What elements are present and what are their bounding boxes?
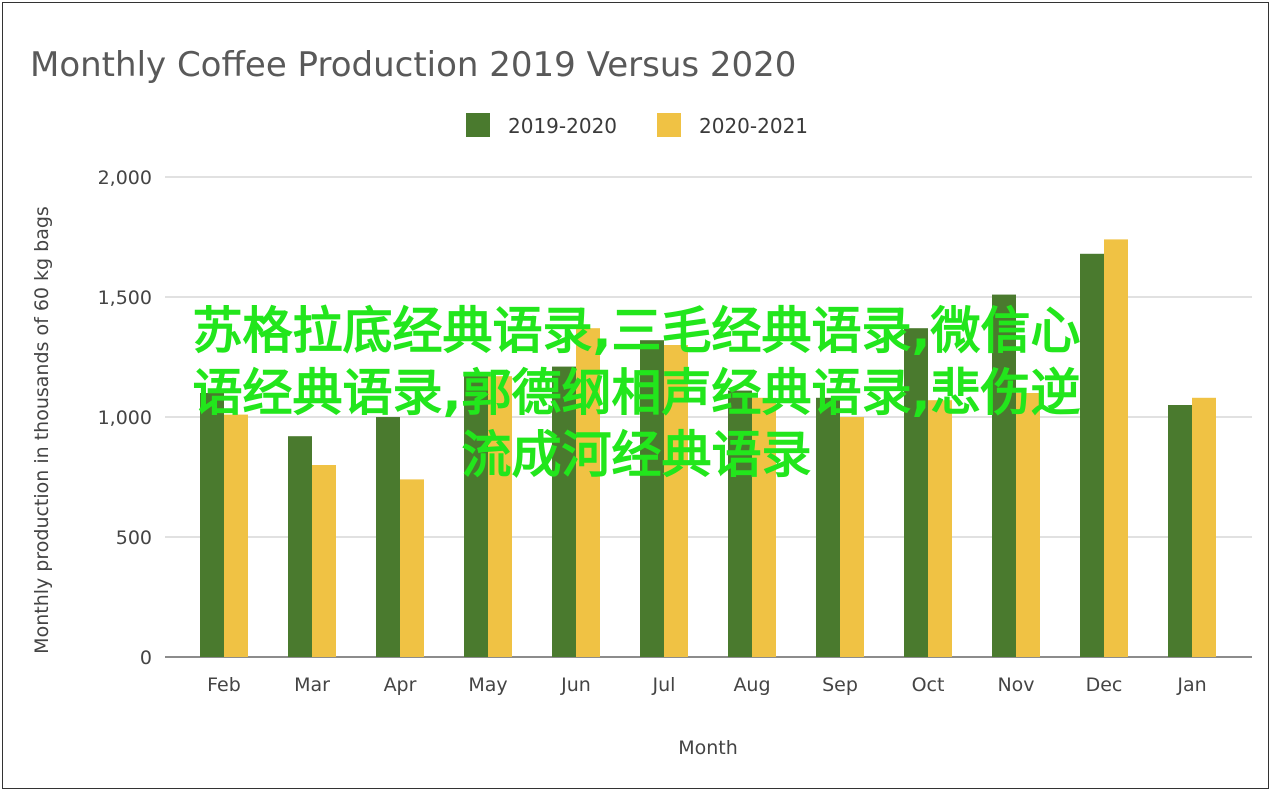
- bar-2019-2020-Feb: [200, 393, 224, 657]
- x-tick-label: Aug: [733, 674, 770, 696]
- chart-title: Monthly Coffee Production 2019 Versus 20…: [30, 45, 796, 85]
- bar-2019-2020-Apr: [376, 417, 400, 657]
- bar-2020-2021-Dec: [1104, 239, 1128, 657]
- bar-2020-2021-Nov: [1016, 393, 1040, 657]
- bar-2020-2021-Aug: [752, 397, 776, 657]
- y-tick-label: 2,000: [98, 167, 152, 189]
- bar-2019-2020-May: [464, 376, 488, 657]
- bar-2020-2021-Mar: [312, 465, 336, 657]
- bar-2020-2021-Feb: [224, 414, 248, 657]
- bar-2019-2020-Jan: [1168, 405, 1192, 657]
- y-tick-label: 500: [116, 527, 152, 549]
- legend-label: 2019-2020: [508, 114, 617, 138]
- bar-2019-2020-Dec: [1080, 253, 1104, 658]
- y-axis-title: Monthly production in thousands of 60 kg…: [31, 206, 53, 654]
- y-tick-label: 1,500: [98, 287, 152, 309]
- x-tick-label: Feb: [207, 674, 241, 696]
- bar-2020-2021-Oct: [928, 400, 952, 657]
- x-tick-label: Sep: [822, 674, 858, 696]
- legend-swatch: [657, 113, 681, 137]
- bar-2020-2021-Jun: [576, 328, 600, 657]
- x-tick-label: Mar: [294, 674, 330, 696]
- y-tick-label: 1,000: [98, 407, 152, 429]
- bar-2020-2021-May: [488, 376, 512, 657]
- y-axis-ticks: 0 500 1,000 1,500 2,000: [98, 167, 152, 669]
- legend: 2019-2020 2020-2021: [466, 113, 808, 138]
- x-tick-label: Jun: [560, 674, 591, 696]
- x-tick-label: Jul: [652, 674, 676, 696]
- x-tick-label: Oct: [912, 674, 945, 696]
- bar-2019-2020-Aug: [728, 390, 752, 657]
- x-tick-label: May: [468, 674, 507, 696]
- bar-2019-2020-Jul: [640, 340, 664, 657]
- y-tick-label: 0: [140, 647, 152, 669]
- x-tick-label: Apr: [384, 674, 417, 696]
- bar-2020-2021-Sep: [840, 417, 864, 657]
- bar-2020-2021-Jan: [1192, 397, 1216, 657]
- bar-2020-2021-Jul: [664, 345, 688, 657]
- x-axis-title: Month: [678, 737, 738, 759]
- bars: [200, 239, 1216, 658]
- bar-2019-2020-Nov: [992, 294, 1016, 657]
- bar-2019-2020-Jun: [552, 366, 576, 657]
- x-tick-label: Dec: [1086, 674, 1123, 696]
- x-axis-ticks: Feb Mar Apr May Jun Jul Aug Sep Oct Nov Dec Jan: [207, 674, 1206, 696]
- bar-2019-2020-Oct: [904, 328, 928, 657]
- bar-2020-2021-Apr: [400, 479, 424, 657]
- gridlines: [165, 176, 1252, 658]
- bar-2019-2020-Mar: [288, 436, 312, 657]
- x-tick-label: Jan: [1176, 674, 1206, 696]
- legend-swatch: [466, 113, 490, 137]
- legend-label: 2020-2021: [699, 114, 808, 138]
- x-tick-label: Nov: [997, 674, 1034, 696]
- bar-2019-2020-Sep: [816, 397, 840, 657]
